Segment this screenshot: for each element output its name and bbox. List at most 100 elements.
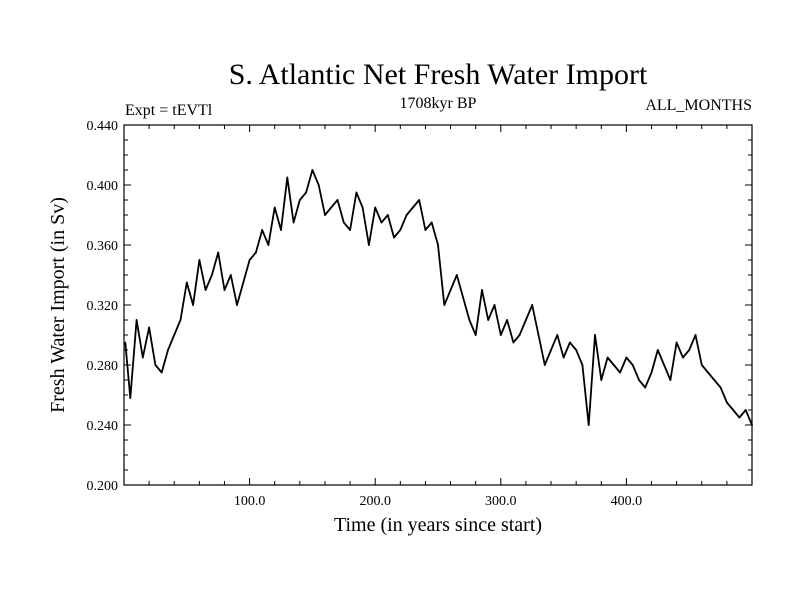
data-point [248, 259, 251, 261]
experiment-label: Expt = tEVTl [125, 102, 213, 119]
x-axis-ticks: 100.0 200.0 300.0 400.0 [148, 125, 728, 509]
data-point [569, 341, 571, 344]
data-point [518, 334, 521, 336]
data-point [537, 334, 540, 336]
data-point [707, 371, 709, 374]
data-point [713, 379, 716, 381]
y-tick-label: 0.400 [87, 179, 119, 194]
data-point [229, 274, 232, 276]
y-tick-label: 0.320 [87, 299, 119, 314]
data-point [223, 289, 226, 291]
data-point [386, 214, 389, 216]
series-layer [124, 169, 753, 426]
x-tick-label: 100.0 [234, 494, 266, 509]
data-point [625, 356, 628, 359]
x-tick-label: 300.0 [485, 494, 517, 509]
data-point [280, 229, 282, 231]
data-point [324, 214, 326, 216]
data-point [355, 191, 358, 194]
data-point [198, 259, 201, 261]
data-point [744, 409, 747, 411]
data-point [462, 296, 464, 299]
data-point [594, 334, 596, 336]
data-point [336, 199, 339, 201]
data-point [738, 416, 741, 419]
data-point [160, 371, 163, 374]
months-label: ALL_MONTHS [645, 97, 752, 114]
y-tick-label: 0.440 [87, 119, 119, 134]
data-point [192, 304, 195, 306]
data-point [468, 319, 471, 321]
x-tick-label: 200.0 [359, 494, 391, 509]
data-point [412, 206, 414, 209]
data-point [512, 341, 515, 344]
data-point [499, 334, 502, 336]
data-point [217, 251, 220, 254]
data-point [261, 229, 264, 231]
y-tick-label: 0.240 [87, 419, 119, 434]
plot-frame [123, 124, 753, 486]
data-point [694, 334, 697, 336]
data-point [255, 251, 257, 254]
data-point [719, 386, 722, 389]
data-point [399, 229, 402, 231]
data-point [305, 191, 307, 194]
data-point [185, 281, 188, 284]
data-point [751, 424, 753, 426]
data-point [135, 319, 138, 321]
y-tick-label: 0.280 [87, 359, 119, 374]
data-point [455, 274, 458, 276]
data-point [393, 236, 395, 239]
data-point [204, 289, 207, 291]
data-point [700, 364, 703, 366]
data-point [631, 364, 634, 366]
y-tick-label: 0.360 [87, 239, 119, 254]
data-point [242, 281, 245, 284]
data-point [682, 356, 684, 359]
data-point [575, 349, 578, 351]
data-point [663, 364, 665, 366]
data-point [437, 244, 439, 246]
data-point [141, 356, 144, 359]
data-point [424, 229, 427, 231]
data-point [349, 229, 351, 231]
data-point [418, 199, 421, 201]
data-point [606, 356, 609, 359]
data-point [311, 169, 314, 171]
data-point [298, 199, 301, 201]
data-point [148, 326, 151, 329]
data-point [638, 379, 640, 381]
data-point [688, 349, 691, 351]
data-point [612, 364, 615, 366]
data-point [368, 244, 370, 246]
data-point [380, 221, 383, 224]
data-point [154, 364, 157, 366]
data-point [273, 206, 276, 209]
data-point [267, 244, 270, 246]
data-point [361, 206, 364, 209]
data-point [562, 356, 565, 359]
y-axis-label: Fresh Water Import (in Sv) [47, 197, 69, 413]
y-tick-label: 0.200 [87, 479, 119, 494]
data-point [669, 379, 672, 381]
data-point [600, 379, 603, 381]
data-point [474, 334, 477, 336]
data-point [556, 334, 559, 336]
series-line [124, 169, 753, 426]
data-point [531, 304, 534, 306]
data-point [292, 221, 295, 224]
data-point [675, 341, 678, 344]
data-point [506, 319, 508, 321]
chart-title: S. Atlantic Net Fresh Water Import [229, 58, 648, 91]
data-point [236, 304, 238, 306]
data-point [449, 289, 452, 291]
x-axis-label: Time (in years since start) [334, 514, 542, 536]
data-point [481, 289, 483, 291]
data-point [656, 349, 659, 351]
data-point [525, 319, 527, 321]
data-point [124, 341, 127, 344]
data-point [342, 221, 345, 224]
data-point [726, 401, 728, 404]
